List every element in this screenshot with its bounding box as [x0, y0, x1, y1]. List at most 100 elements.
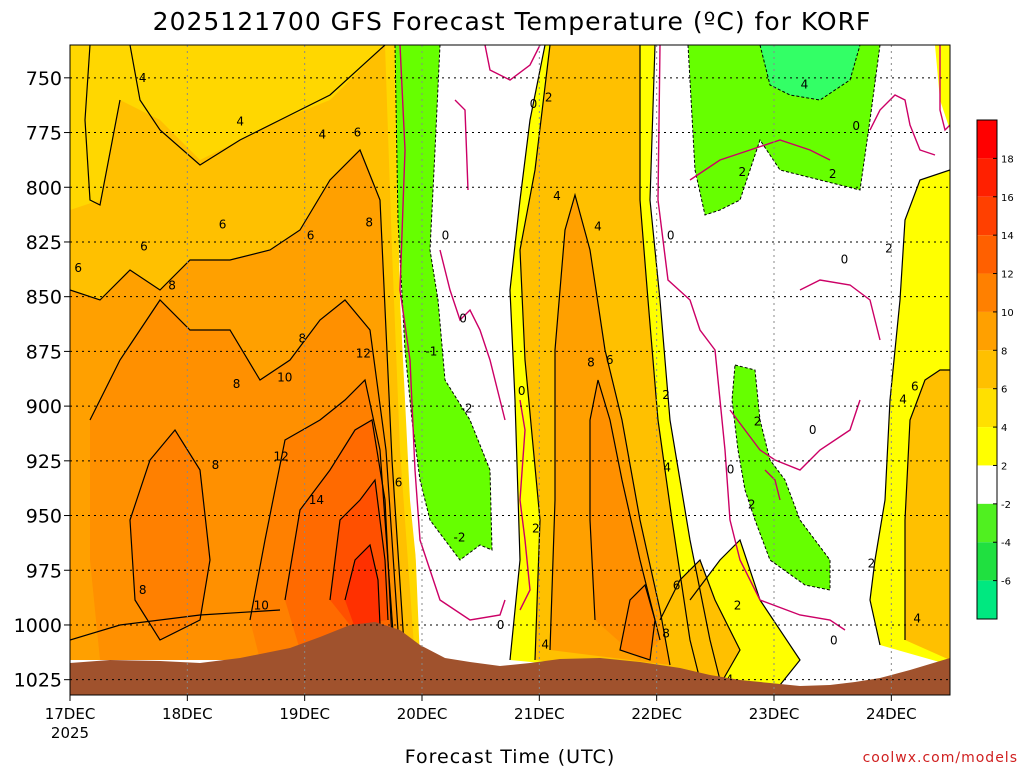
contour-label: 0 [667, 228, 675, 242]
contour-label: 6 [219, 217, 227, 231]
contour-label: 2 [545, 91, 553, 105]
colorbar-swatch [977, 120, 997, 159]
band-neg4-right [760, 45, 860, 100]
contour-label: 2 [754, 414, 762, 428]
band-4-lower-right [660, 560, 740, 685]
y-tick-label: 775 [26, 123, 62, 145]
x-axis-subtitle: 2025 [51, 724, 89, 742]
y-axis: 750 775 800 825 850 875 900 925 950 975 1000 1025 [14, 68, 70, 692]
colorbar-swatch [977, 196, 997, 236]
colorbar-label: 8 [1001, 346, 1007, 357]
contour-zero [399, 45, 950, 631]
contour-label: 8 [168, 279, 176, 293]
x-tick-label: 23DEC [749, 705, 800, 723]
x-tick-label: 22DEC [631, 705, 682, 723]
x-tick-label: 24DEC [866, 705, 917, 723]
contour-label: 4 [553, 189, 561, 203]
contour-label: 0 [809, 423, 817, 437]
chart-title: 2025121700 GFS Forecast Temperature (ºC)… [153, 7, 872, 36]
colorbar-label: 12 [1001, 270, 1014, 281]
contour-label: 0 [727, 463, 735, 477]
y-tick-label: 850 [26, 287, 62, 309]
y-tick-label: 1025 [14, 670, 62, 692]
contour-label: 8 [233, 377, 241, 391]
contour-label: 2 [829, 167, 837, 181]
band-10-left [130, 430, 210, 640]
y-tick-label: 975 [26, 560, 62, 582]
contour-label: -2 [461, 401, 473, 415]
contour-label: 4 [594, 220, 602, 234]
contour-lines-negative [394, 45, 881, 591]
contour-label: 0 [497, 618, 505, 632]
contour-label: 2 [885, 242, 893, 256]
x-tick-label: 17DEC [45, 705, 96, 723]
contour-label: 0 [830, 633, 838, 647]
colorbar-label: -4 [1001, 538, 1011, 549]
colorbar-label: 2 [1001, 461, 1007, 472]
contour-label: 8 [298, 331, 306, 345]
credit[interactable]: coolwx.com/models [863, 750, 1018, 766]
contour-label: 4 [899, 393, 907, 407]
colorbar: 18 16 14 12 10 8 6 4 2 -2 -4 -6 [976, 119, 1014, 620]
y-tick-label: 900 [26, 396, 62, 418]
band-10-right [620, 585, 655, 660]
band-4-far-right [905, 370, 950, 660]
contour-label: 0 [841, 252, 849, 266]
colorbar-swatch [977, 503, 997, 543]
band-neg2-mid [395, 45, 492, 560]
contour-label: 6 [74, 261, 82, 275]
contour-label: 6 [354, 126, 362, 140]
colorbar-swatch [977, 465, 997, 504]
band-yellow-upper-right [915, 45, 950, 130]
contour-label: 4 [913, 611, 921, 625]
colorbar-swatch [977, 350, 997, 389]
colorbar-swatch [977, 158, 997, 197]
colorbar-swatch [977, 235, 997, 274]
contour-label: 0 [442, 228, 450, 242]
contour-label: 4 [318, 128, 326, 142]
contour-label: 6 [307, 228, 315, 242]
colorbar-swatch [977, 580, 997, 619]
colorbar-label: 16 [1001, 193, 1014, 204]
x-tick-label: 18DEC [162, 705, 213, 723]
contour-label: 6 [673, 579, 681, 593]
x-axis: 17DEC 18DEC 19DEC 20DEC 21DEC 22DEC 23DEC 24DEC [45, 695, 917, 723]
contour-label: 4 [663, 460, 671, 474]
colorbar-label: 6 [1001, 385, 1007, 396]
y-tick-label: 750 [26, 68, 62, 90]
contour-label: 8 [212, 458, 220, 472]
y-tick-label: 825 [26, 232, 62, 254]
contour-label: 6 [911, 379, 919, 393]
contour-label: 8 [587, 355, 595, 369]
contour-label: 8 [139, 583, 147, 597]
contour-label: 12 [274, 449, 289, 463]
contour-label: 0 [459, 312, 467, 326]
colorbar-label: 18 [1001, 154, 1014, 165]
y-tick-label: 925 [26, 451, 62, 473]
terrain [70, 622, 950, 695]
contour-label: 6 [140, 239, 148, 253]
grid [70, 45, 950, 695]
colorbar-swatch [977, 542, 997, 581]
colorbar-swatch [977, 311, 997, 351]
plot-frame [69, 44, 951, 696]
colorbar-swatch [977, 273, 997, 312]
band-neg2-lower [732, 365, 830, 590]
colorbar-label: 10 [1001, 308, 1014, 319]
colorbar-label: -6 [1001, 577, 1011, 588]
colorbar-swatch [977, 388, 997, 428]
colorbar-frame [976, 119, 998, 620]
contour-label: 4 [236, 115, 244, 129]
contour-label: 12 [356, 347, 371, 361]
contour-label: 0 [530, 97, 538, 111]
contour-label: 6 [395, 476, 403, 490]
contour-label: -2 [454, 530, 466, 544]
y-tick-label: 800 [26, 177, 62, 199]
y-tick-label: 1000 [14, 615, 62, 637]
colorbar-label: 14 [1001, 231, 1014, 242]
contour-label: 2 [662, 388, 670, 402]
y-tick-label: 875 [26, 341, 62, 363]
contour-label: 2 [532, 522, 540, 536]
